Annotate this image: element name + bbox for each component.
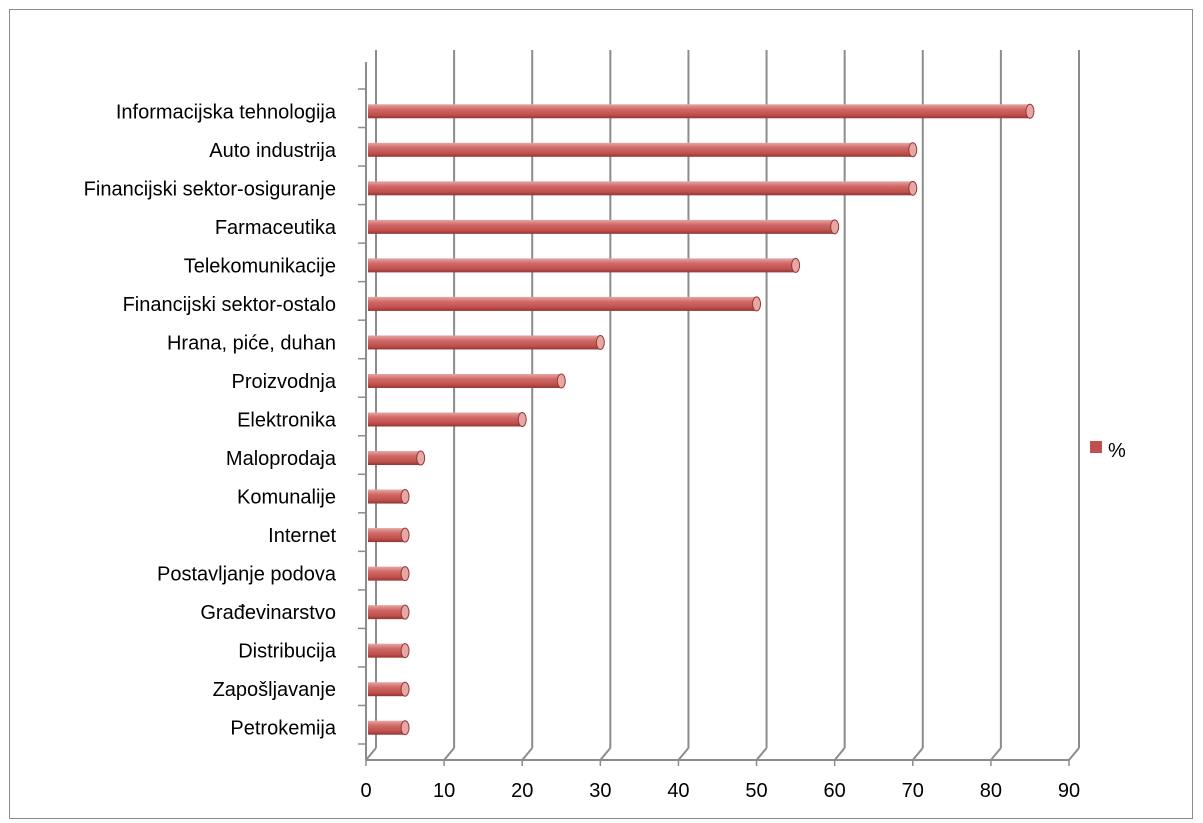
bar xyxy=(368,373,566,389)
floor-line xyxy=(912,747,924,761)
bar xyxy=(368,643,410,659)
x-tick-label: 20 xyxy=(511,780,533,802)
bar-cap xyxy=(416,450,426,466)
x-tick-labels: 0 10 20 30 40 50 60 70 80 90 xyxy=(360,780,1080,802)
x-tick-label: 70 xyxy=(902,780,924,802)
floor-line xyxy=(443,747,455,761)
x-tick-label: 0 xyxy=(360,780,371,802)
category-label: Građevinarstvo xyxy=(200,602,336,624)
bar xyxy=(368,450,426,466)
x-tick-label: 10 xyxy=(433,780,455,802)
category-label: Auto industrija xyxy=(209,140,337,162)
category-label: Distribucija xyxy=(238,641,337,663)
bar-cap xyxy=(400,566,410,582)
x-tick-label: 30 xyxy=(589,780,611,802)
floor-line xyxy=(521,747,533,761)
bar xyxy=(368,257,801,273)
bar-body xyxy=(368,451,421,466)
bar xyxy=(368,412,527,427)
x-tick-label: 50 xyxy=(745,780,767,802)
bar-cap xyxy=(400,643,410,659)
bar-cap xyxy=(595,334,605,350)
bar-cap xyxy=(400,604,410,620)
bar-body xyxy=(368,219,835,234)
bar-body xyxy=(368,258,796,273)
bar-body xyxy=(368,528,406,543)
floor-line xyxy=(1068,747,1080,761)
x-tick-label: 90 xyxy=(1058,780,1080,802)
floor-line xyxy=(833,747,846,761)
bar xyxy=(368,566,410,582)
bar-cap xyxy=(400,681,410,697)
bar-body xyxy=(368,373,562,388)
floor-line xyxy=(677,747,690,761)
bar xyxy=(368,527,410,543)
category-labels: Informacijska tehnologija Auto industrija… xyxy=(84,101,337,739)
category-label: Petrokemija xyxy=(230,718,336,740)
floor-line xyxy=(990,747,1002,761)
bar-cap xyxy=(400,720,410,736)
bar xyxy=(368,334,605,350)
bar xyxy=(368,219,840,235)
bar-layer xyxy=(368,103,1035,736)
category-label: Zapošljavanje xyxy=(213,679,336,701)
category-label: Internet xyxy=(268,525,336,547)
bar-cap xyxy=(908,180,918,196)
category-label: Proizvodnja xyxy=(231,371,336,393)
x-tick-label: 40 xyxy=(667,780,689,802)
bar-cap xyxy=(1025,103,1035,119)
bar-body xyxy=(368,142,913,157)
bar-cap xyxy=(908,142,918,158)
bar xyxy=(368,720,410,736)
category-label: Telekomunikacije xyxy=(184,255,336,277)
bar xyxy=(368,604,410,620)
category-label: Postavljanje podova xyxy=(157,564,337,586)
floor-line xyxy=(365,747,377,761)
bar xyxy=(368,681,410,697)
bar-body xyxy=(368,682,406,697)
category-label: Elektronika xyxy=(237,410,337,432)
bar-cap xyxy=(400,527,410,543)
bar-body xyxy=(368,296,757,311)
bar-body xyxy=(368,566,406,581)
bar-body xyxy=(368,489,406,504)
bar-body xyxy=(368,412,523,427)
category-label: Maloprodaja xyxy=(226,448,337,470)
category-label: Hrana, piće, duhan xyxy=(167,332,336,354)
bar xyxy=(368,180,918,196)
bar xyxy=(368,142,918,158)
bar xyxy=(368,296,762,312)
bar-body xyxy=(368,335,601,350)
legend-label: % xyxy=(1108,440,1126,462)
bar-cap xyxy=(400,489,410,505)
bar xyxy=(368,103,1035,119)
bar-body xyxy=(368,720,406,735)
bar xyxy=(368,489,410,505)
category-label: Financijski sektor-ostalo xyxy=(123,294,336,316)
category-label: Informacijska tehnologija xyxy=(116,101,337,123)
category-label: Financijski sektor-osiguranje xyxy=(84,178,336,200)
floor-line xyxy=(755,747,768,761)
x-tick-label: 80 xyxy=(980,780,1002,802)
floor-line xyxy=(599,747,612,761)
grid-layer xyxy=(358,50,1080,766)
bar-cap xyxy=(830,219,840,235)
legend-swatch xyxy=(1090,441,1102,453)
category-label: Komunalije xyxy=(237,487,336,509)
legend: % xyxy=(1090,440,1126,462)
category-label: Farmaceutika xyxy=(215,217,337,239)
bar-cap xyxy=(556,373,566,389)
bar-body xyxy=(368,605,406,620)
bar-body xyxy=(368,181,913,196)
bar-cap xyxy=(752,296,762,312)
bar-cap xyxy=(791,257,801,273)
bar-body xyxy=(368,643,406,658)
x-tick-label: 60 xyxy=(824,780,846,802)
bar-cap xyxy=(517,412,527,427)
bar-body xyxy=(368,104,1030,119)
